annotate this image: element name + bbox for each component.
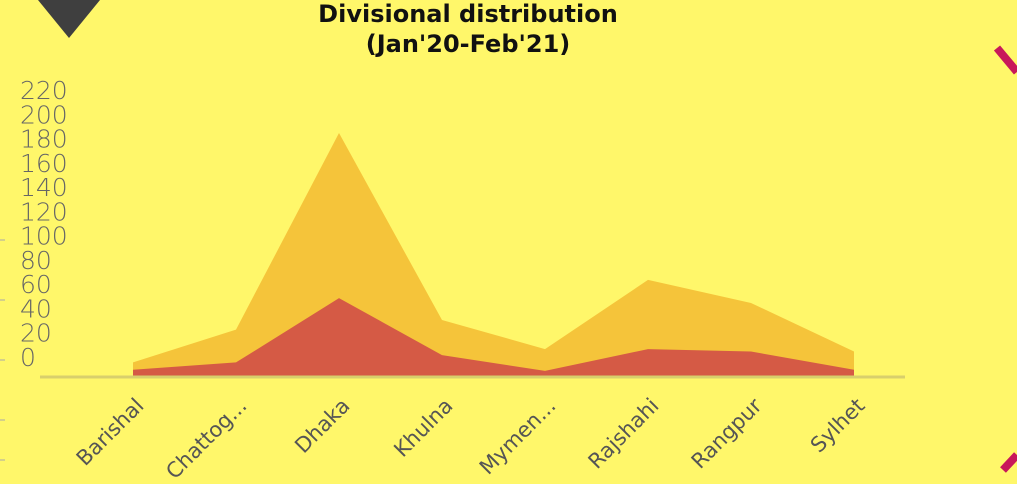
x-tick-label: Chattog... [161, 394, 251, 484]
left-dashes [0, 239, 5, 461]
x-tick-label: Rajshahi [584, 394, 664, 474]
decor-line [993, 45, 1017, 75]
y-tick-label: 220 [20, 76, 68, 105]
x-tick-label: Dhaka [290, 394, 354, 458]
y-tick-label: 160 [20, 149, 68, 178]
decor-line [1000, 452, 1017, 473]
y-tick-label: 120 [20, 197, 68, 226]
y-tick-label: 60 [20, 270, 52, 299]
y-tick-label: 0 [20, 343, 36, 372]
y-tick-label: 20 [20, 319, 52, 348]
y-tick-label: 180 [20, 125, 68, 154]
x-tick-label: Barishal [72, 394, 149, 471]
y-tick-label: 40 [20, 294, 52, 323]
chart-title: Divisional distribution [318, 0, 618, 28]
x-tick-label: Khulna [389, 394, 457, 462]
y-tick-label: 140 [20, 173, 68, 202]
area [133, 298, 854, 377]
decor-triangle [38, 0, 100, 38]
y-tick-label: 200 [20, 100, 68, 129]
area [133, 133, 854, 377]
x-tick-label: Sylhet [806, 394, 870, 458]
y-tick-label: 100 [20, 222, 68, 251]
y-tick-label: 80 [20, 246, 52, 275]
x-tick-label: Rangpur [687, 393, 767, 473]
x-tick-label: Mymen... [475, 394, 561, 480]
chart-subtitle: (Jan'20-Feb'21) [366, 30, 570, 58]
